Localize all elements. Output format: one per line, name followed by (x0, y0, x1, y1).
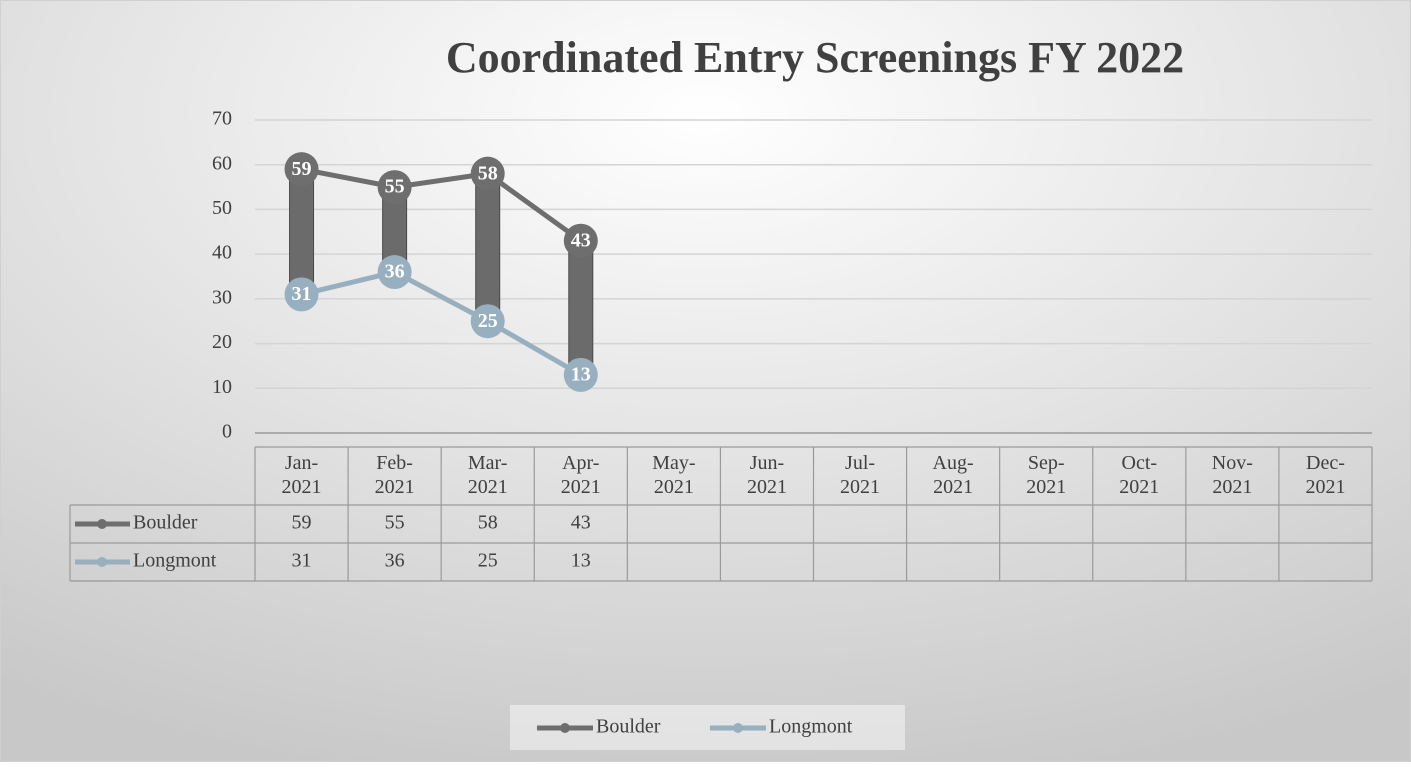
legend-marker (560, 723, 570, 733)
legend-marker (733, 723, 743, 733)
y-tick-label: 30 (212, 286, 232, 308)
marker (563, 357, 598, 392)
x-tick-label: Jan-2021 (281, 452, 322, 498)
table-value: 58 (478, 512, 498, 534)
legend-label: Boulder (596, 716, 661, 738)
x-tick-label: May-2021 (652, 452, 696, 498)
y-tick-label: 50 (212, 197, 232, 219)
marker (470, 304, 505, 339)
x-tick-label: Jul-2021 (840, 452, 881, 498)
data-label: 58 (478, 162, 498, 184)
marker (377, 170, 412, 205)
table-series-name: Boulder (133, 512, 198, 534)
table-value: 36 (385, 550, 405, 572)
category-cell: Aug-2021 (932, 452, 974, 498)
data-label: 59 (292, 158, 312, 180)
x-tick-label: Nov-2021 (1211, 452, 1253, 498)
x-tick-label: Sep-2021 (1026, 452, 1067, 498)
x-tick-label: Oct-2021 (1119, 452, 1160, 498)
x-tick-label: Mar-2021 (467, 452, 508, 498)
category-cell: Oct-2021 (1119, 452, 1160, 498)
y-tick-label: 70 (212, 108, 232, 130)
category-cell: Apr-2021 (560, 452, 601, 498)
category-cell: Mar-2021 (467, 452, 508, 498)
data-label: 43 (571, 229, 591, 251)
data-label: 36 (385, 261, 405, 283)
high-low-bar (289, 168, 315, 295)
data-label: 31 (292, 283, 312, 305)
series-line (301, 166, 583, 243)
high-low-bar (568, 240, 594, 376)
table-value: 31 (292, 550, 312, 572)
marker (377, 255, 412, 290)
series-line (300, 269, 583, 378)
chart-title: Coordinated Entry Screenings FY 2022 (446, 33, 1184, 82)
table-value: 25 (478, 550, 498, 572)
marker (470, 156, 505, 191)
table-legend-marker (97, 519, 107, 529)
category-cell: Jan-2021 (281, 452, 322, 498)
x-tick-label: Jun-2021 (746, 452, 787, 498)
y-tick-label: 20 (212, 331, 232, 353)
table-value: 59 (292, 512, 312, 534)
x-tick-label: Apr-2021 (560, 452, 601, 498)
y-tick-label: 10 (212, 376, 232, 398)
table-value: 13 (571, 550, 591, 572)
marker (284, 152, 319, 187)
category-cell: Nov-2021 (1211, 452, 1253, 498)
table-legend-marker (97, 557, 107, 567)
table-series-name: Longmont (133, 550, 217, 572)
category-cell: May-2021 (652, 452, 696, 498)
category-cell: Sep-2021 (1026, 452, 1067, 498)
legend-label: Longmont (769, 716, 853, 738)
marker (563, 223, 598, 258)
high-low-bar (475, 173, 501, 322)
category-cell: Feb-2021 (374, 452, 415, 498)
category-cell: Jun-2021 (746, 452, 787, 498)
y-tick-label: 0 (222, 421, 232, 443)
table-value: 55 (385, 512, 405, 534)
x-tick-label: Aug-2021 (932, 452, 974, 498)
data-label: 25 (478, 310, 498, 332)
category-cell: Dec-2021 (1305, 452, 1346, 498)
x-tick-label: Dec-2021 (1305, 452, 1346, 498)
marker (284, 277, 319, 312)
table-value: 43 (571, 512, 591, 534)
data-label: 13 (571, 363, 591, 385)
data-label: 55 (385, 176, 405, 198)
x-tick-label: Feb-2021 (374, 452, 415, 498)
y-tick-label: 60 (212, 152, 232, 174)
category-cell: Jul-2021 (840, 452, 881, 498)
y-tick-label: 40 (212, 242, 232, 264)
